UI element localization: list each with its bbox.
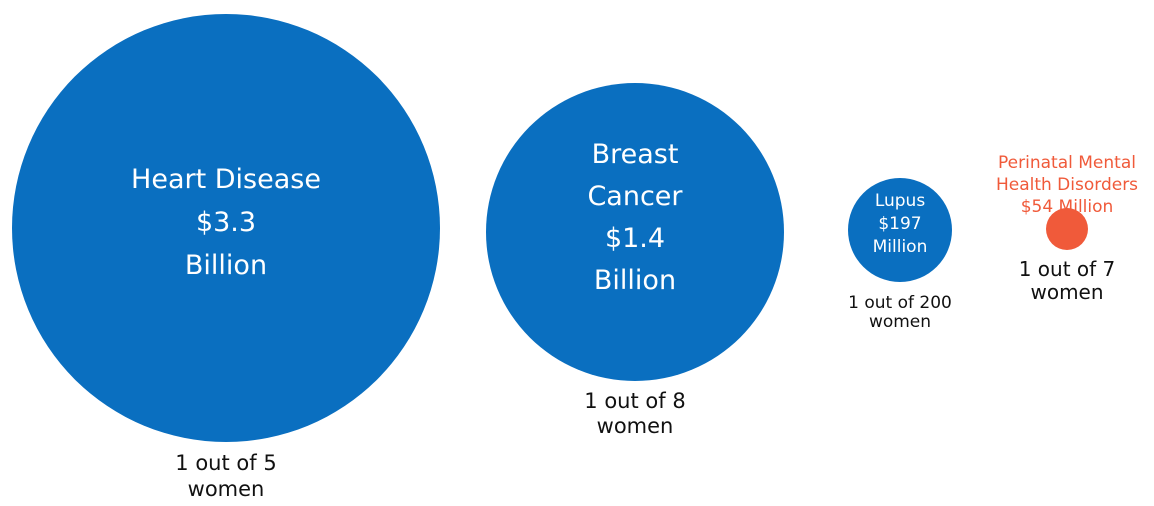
prevalence-line: 1 out of 5 xyxy=(175,451,276,475)
prevalence-line: 1 out of 7 xyxy=(1019,257,1116,281)
prevalence-line: women xyxy=(597,414,674,438)
bubble-group-lupus: Lupus $197 Million 1 out of 200 women xyxy=(848,178,952,332)
bubble-label-line: Heart Disease xyxy=(131,164,321,195)
prevalence-label-lupus: 1 out of 200 women xyxy=(848,293,952,332)
prevalence-label-breast-cancer: 1 out of 8 women xyxy=(584,389,685,438)
bubble-label-line: Cancer xyxy=(587,181,683,212)
bubble-label-line: $1.4 xyxy=(605,223,665,254)
prevalence-line: 1 out of 200 xyxy=(848,293,952,313)
bubble-label-line: Billion xyxy=(185,250,267,281)
bubble-label-breast-cancer: Breast Cancer $1.4 Billion xyxy=(587,139,683,296)
bubble-label-line: $3.3 xyxy=(196,207,256,238)
bubble-label-line: Perinatal Mental xyxy=(998,153,1136,173)
bubble-label-line: Billion xyxy=(594,265,676,296)
bubble-label-perinatal-mental-health-disorders: Perinatal Mental Health Disorders $54 Mill… xyxy=(996,153,1138,217)
bubble-label-line: $54 Million xyxy=(1021,197,1114,217)
bubble-breast-cancer xyxy=(486,83,784,381)
bubble-label-heart-disease: Heart Disease $3.3 Billion xyxy=(131,164,321,281)
bubble-label-lupus: Lupus $197 Million xyxy=(873,191,928,257)
prevalence-label-heart-disease: 1 out of 5 women xyxy=(175,451,276,501)
bubble-heart-disease xyxy=(12,14,440,442)
prevalence-line: women xyxy=(188,477,265,501)
prevalence-label-perinatal-mental-health-disorders: 1 out of 7 women xyxy=(1019,257,1116,304)
bubble-group-breast-cancer: Breast Cancer $1.4 Billion 1 out of 8 women xyxy=(486,83,784,438)
prevalence-line: 1 out of 8 xyxy=(584,389,685,413)
prevalence-line: women xyxy=(1030,280,1103,304)
bubble-label-line: $197 xyxy=(878,214,921,234)
bubble-group-perinatal-mental-health-disorders: Perinatal Mental Health Disorders $54 Mill… xyxy=(996,153,1138,304)
bubble-label-line: Lupus xyxy=(875,191,926,211)
bubble-label-line: Breast xyxy=(592,139,679,170)
bubble-lupus xyxy=(848,178,952,282)
prevalence-line: women xyxy=(869,312,931,332)
bubble-label-line: Health Disorders xyxy=(996,175,1138,195)
bubble-group-heart-disease: Heart Disease $3.3 Billion 1 out of 5 women xyxy=(12,14,440,501)
bubble-perinatal-mental-health-disorders xyxy=(1046,208,1088,250)
bubble-label-line: Million xyxy=(873,237,928,257)
